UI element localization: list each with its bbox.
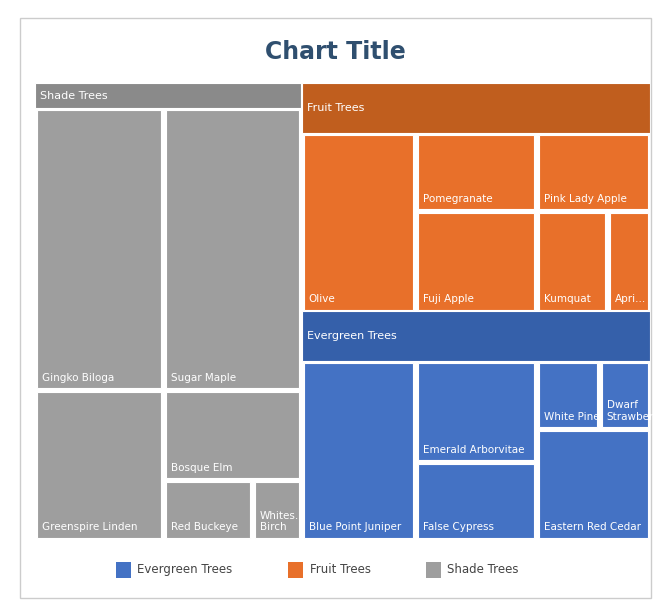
- Text: Red Buckeye: Red Buckeye: [171, 522, 238, 532]
- Text: Olive: Olive: [309, 294, 336, 304]
- Text: Shade Trees: Shade Trees: [448, 563, 519, 577]
- Bar: [610, 213, 648, 310]
- Text: Pomegranate: Pomegranate: [423, 194, 492, 204]
- Text: Blue Point Juniper: Blue Point Juniper: [309, 522, 401, 532]
- Bar: [539, 363, 597, 428]
- Text: Sugar Maple: Sugar Maple: [171, 373, 236, 383]
- Bar: [417, 135, 534, 209]
- Bar: [166, 482, 250, 538]
- Bar: [539, 135, 648, 209]
- Text: Evergreen Trees: Evergreen Trees: [137, 563, 232, 577]
- Bar: [539, 213, 605, 310]
- Text: Emerald Arborvitae: Emerald Arborvitae: [423, 445, 524, 455]
- Text: Fuji Apple: Fuji Apple: [423, 294, 474, 304]
- Text: Fruit Trees: Fruit Trees: [310, 563, 370, 577]
- Bar: [37, 110, 161, 388]
- Bar: [426, 562, 441, 578]
- Bar: [289, 562, 303, 578]
- Text: Fruit Trees: Fruit Trees: [307, 103, 364, 113]
- Text: Eastern Red Cedar: Eastern Red Cedar: [544, 522, 641, 532]
- Bar: [166, 110, 299, 388]
- FancyBboxPatch shape: [20, 18, 651, 598]
- Bar: [115, 562, 130, 578]
- Bar: [166, 392, 299, 479]
- Text: Whites...
Birch: Whites... Birch: [260, 511, 306, 532]
- Bar: [37, 392, 161, 538]
- Text: Bosque Elm: Bosque Elm: [171, 463, 232, 473]
- Text: Pink Lady Apple: Pink Lady Apple: [544, 194, 627, 204]
- Text: White Pine: White Pine: [544, 412, 599, 422]
- Bar: [417, 213, 534, 310]
- Bar: [417, 464, 534, 538]
- Bar: [602, 363, 648, 428]
- Bar: [255, 482, 299, 538]
- Text: False Cypress: False Cypress: [423, 522, 494, 532]
- Bar: [304, 363, 413, 538]
- Text: Shade Trees: Shade Trees: [40, 91, 107, 100]
- Text: Apri...: Apri...: [615, 294, 646, 304]
- Text: Kumquat: Kumquat: [544, 294, 590, 304]
- Text: Chart Title: Chart Title: [265, 41, 406, 64]
- Bar: [417, 363, 534, 460]
- Bar: [35, 83, 301, 108]
- Bar: [302, 311, 650, 361]
- Text: Greenspire Linden: Greenspire Linden: [42, 522, 137, 532]
- Text: Dwarf
Strawberry: Dwarf Strawberry: [607, 400, 664, 422]
- Bar: [539, 431, 648, 538]
- Text: Gingko Biloga: Gingko Biloga: [42, 373, 114, 383]
- Bar: [302, 83, 650, 133]
- Text: Evergreen Trees: Evergreen Trees: [307, 331, 397, 341]
- Bar: [304, 135, 413, 310]
